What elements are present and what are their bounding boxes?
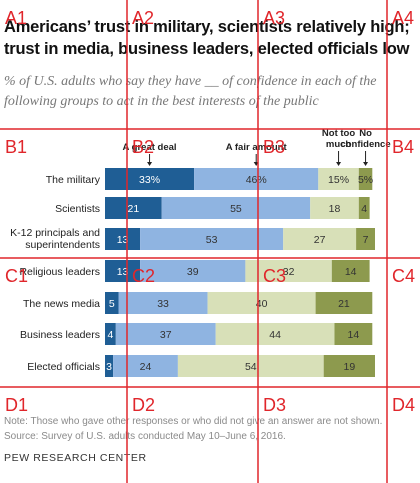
data-label: 27 [314,234,326,246]
data-label: 14 [345,266,357,278]
category-label: Elected officials [27,361,100,373]
data-label: 53 [206,234,218,246]
chart-note: Note: Those who gave other responses or … [4,414,420,429]
chart-subtitle: % of U.S. adults who say they have __ of… [4,72,414,112]
legend-arrow [147,162,152,166]
data-label: 33% [139,174,160,186]
category-label: K-12 principals and superintendents [10,227,100,251]
data-label: 32 [283,266,295,278]
data-label: 46% [246,174,267,186]
data-label: 14 [348,329,360,341]
category-label: The news media [23,298,100,310]
data-label: 40 [256,298,268,310]
grid-cell-label: D3 [263,395,286,415]
data-label: 55 [230,203,242,215]
legend-arrow [254,162,259,166]
data-label: 15% [328,174,349,186]
data-label: 18 [329,203,341,215]
data-label: 5% [358,174,373,186]
data-label: 13 [117,234,129,246]
pew-logo: PEW RESEARCH CENTER [4,452,147,464]
category-label: Religious leaders [19,266,100,278]
data-label: 3 [106,361,112,373]
data-label: 54 [245,361,257,373]
legend-arrow [363,162,368,166]
data-label: 39 [187,266,199,278]
chart-source: Source: Survey of U.S. adults conducted … [4,429,286,444]
data-label: 24 [140,361,152,373]
legend-label: A great deal [123,142,177,153]
category-label: Scientists [55,203,100,215]
data-label: 7 [363,234,369,246]
data-label: 19 [344,361,356,373]
data-label: 44 [269,329,281,341]
grid-cell-label: D4 [392,395,415,415]
data-label: 4 [361,203,367,215]
category-label: The military [46,174,101,186]
grid-cell-label: D2 [132,395,155,415]
data-label: 21 [128,203,140,215]
category-label: Business leaders [20,329,100,341]
data-label: 21 [338,298,350,310]
legend-label: A fair amount [226,142,288,153]
legend-arrow [336,162,341,166]
data-label: 5 [109,298,115,310]
stacked-bar-chart: The military Scientists K-12 principals an… [0,120,420,390]
data-label: 13 [117,266,129,278]
chart-title: Americans’ trust in military, scientists… [4,16,418,60]
grid-cell-label: D1 [5,395,28,415]
data-label: 37 [160,329,172,341]
data-label: 33 [157,298,169,310]
data-label: 4 [107,329,113,341]
